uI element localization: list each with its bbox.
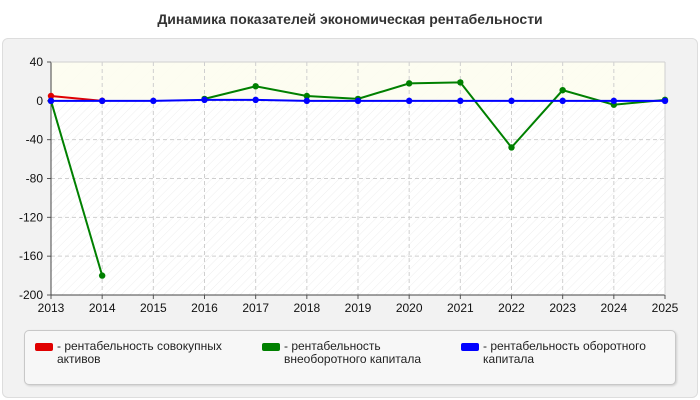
chart-title: Динамика показателей экономическая рента… (157, 11, 543, 27)
y-tick-label: -120 (19, 210, 43, 224)
plot-upper-band (51, 62, 665, 100)
legend-swatch-green (262, 343, 280, 351)
x-tick-label: 2013 (38, 301, 65, 315)
x-tick-label: 2020 (396, 301, 423, 315)
data-point[interactable] (98, 272, 106, 279)
data-point[interactable] (661, 97, 669, 105)
data-point[interactable] (98, 97, 106, 105)
y-tick-label: -80 (26, 172, 44, 186)
series-group (47, 79, 669, 279)
y-tick-label: 40 (30, 55, 44, 69)
data-point[interactable] (252, 96, 259, 104)
legend-swatch-red (35, 343, 53, 351)
series-line (204, 81, 666, 149)
y-tick-label: -40 (26, 133, 44, 147)
y-tick-label: -200 (19, 288, 43, 302)
x-tick-label: 2021 (447, 301, 474, 315)
data-point[interactable] (201, 96, 208, 104)
x-tick-label: 2025 (652, 301, 679, 315)
x-tick-label: 2019 (345, 301, 372, 315)
data-point[interactable] (303, 97, 311, 105)
data-point[interactable] (559, 97, 566, 105)
x-tick-label: 2017 (242, 301, 269, 315)
legend-label: - рентабельность внеоборотного капитала (284, 339, 421, 366)
x-tick-label: 2016 (191, 301, 218, 315)
data-point[interactable] (405, 97, 413, 105)
data-point[interactable] (508, 97, 515, 105)
data-point[interactable] (457, 97, 464, 105)
legend-label: - рентабельность совокупных активов (57, 339, 222, 366)
x-tick-labels: 2013 2014 2015 2016 2017 2018 2019 2020 2021 2022… (38, 301, 679, 315)
x-tick-label: 2024 (600, 301, 627, 315)
x-tick-label: 2018 (293, 301, 320, 315)
data-point[interactable] (405, 80, 413, 87)
x-tick-label: 2023 (549, 301, 576, 315)
legend-label: - рентабельность оборотного капитала (483, 339, 646, 366)
data-point[interactable] (610, 97, 618, 105)
y-tick-label: -160 (19, 249, 43, 263)
y-tick-labels: 40 0 -40 -80 -120 -160 -200 (19, 55, 43, 302)
x-tick-label: 2015 (140, 301, 167, 315)
data-point[interactable] (354, 97, 362, 105)
data-point[interactable] (47, 97, 55, 105)
legend-swatch-blue (461, 343, 479, 351)
data-point[interactable] (150, 97, 157, 105)
data-point[interactable] (252, 83, 259, 90)
data-point[interactable] (457, 79, 464, 86)
y-tick-label: 0 (36, 94, 43, 108)
series-3 (47, 96, 669, 105)
data-point[interactable] (508, 144, 515, 151)
x-tick-label: 2022 (498, 301, 525, 315)
legend: - рентабельность совокупных активов - ре… (24, 330, 676, 385)
data-point[interactable] (47, 92, 55, 100)
data-point[interactable] (303, 92, 311, 100)
series-line (50, 100, 104, 276)
x-tick-label: 2014 (89, 301, 116, 315)
data-point[interactable] (559, 86, 566, 94)
